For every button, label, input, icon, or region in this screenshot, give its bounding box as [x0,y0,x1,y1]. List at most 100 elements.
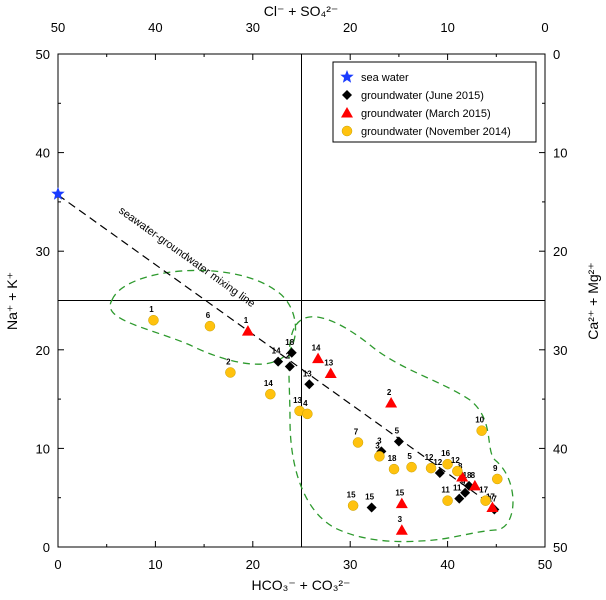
x-axis-title-bottom: HCO₃⁻ + CO₃²⁻ [252,577,351,593]
data-point-circle [225,367,236,378]
data-point-label: 9 [461,478,466,487]
data-point-label: 2 [387,388,392,397]
data-point-circle [480,495,491,506]
y-axis-title-right: Ca²⁺ + Mg²⁺ [585,262,601,339]
data-point-star [51,187,65,200]
tick-label-right: 10 [553,146,567,161]
tick-label-top: 20 [343,20,357,35]
data-point-label: 12 [451,456,460,465]
data-point-diamond [304,379,315,390]
tick-label-top: 40 [148,20,162,35]
data-point-circle [388,463,400,475]
data-point-diamond [284,361,295,372]
cluster-outline-1 [109,269,297,365]
tick-label-bottom: 30 [343,557,357,572]
data-point-circle [347,500,359,511]
data-point-triangle [385,397,398,408]
data-point-label: 12 [433,458,442,467]
tick-label-top: 30 [246,20,260,35]
tick-label-right: 40 [553,441,567,456]
data-point-diamond [286,347,297,358]
legend-entry-label: sea water [361,72,409,84]
data-point-triangle [324,367,337,378]
data-point-diamond [393,436,404,447]
tick-label-top: 10 [440,20,454,35]
data-point-triangle [486,501,499,513]
data-point-triangle [395,524,408,535]
legend-entry-label: groundwater (November 2014) [361,126,511,138]
data-point-label: 13 [293,396,302,405]
data-point-circle [148,314,159,326]
data-point-circle [406,461,417,473]
tick-label-left: 10 [36,441,50,456]
data-point-label: 14 [264,379,273,388]
data-point-label: 14 [312,344,321,353]
tick-label-left: 50 [36,47,50,62]
data-point-label: 5 [407,452,412,461]
tick-label-left: 30 [36,244,50,259]
data-point-circle [204,320,216,332]
data-point-diamond [366,502,377,513]
data-point-triangle [241,325,254,336]
tick-label-bottom: 40 [440,557,454,572]
data-point-label: 3 [377,436,382,445]
tick-label-left: 40 [36,146,50,161]
data-point-triangle [395,497,408,509]
tick-label-right: 50 [553,540,567,555]
data-point-circle [476,425,487,436]
tick-label-left: 0 [43,540,50,555]
data-point-label: 11 [453,484,462,493]
data-point-circle [442,495,453,506]
tick-label-bottom: 20 [246,557,260,572]
data-point-label: 9 [493,464,498,473]
y-axis-title-left: Na⁺ + K⁺ [4,272,20,330]
data-point-label: 15 [347,491,356,500]
data-point-label: 3 [375,441,380,450]
legend: sea water groundwater (June 2015) groundwa… [332,61,537,143]
data-point-label: 16 [441,449,450,458]
data-point-label: 15 [395,489,404,498]
data-point-label: 1 [244,316,249,325]
legend-entry-label: groundwater (June 2015) [361,90,484,102]
data-point-label: 5 [395,426,400,435]
data-point-label: 17 [488,495,497,504]
tick-label-top: 50 [51,20,65,35]
data-point-circle [425,462,437,474]
data-point-circle [302,408,313,420]
data-point-label: 14 [272,347,281,356]
data-point-circle [442,458,453,470]
data-point-triangle [468,479,481,491]
tick-label-bottom: 10 [148,557,162,572]
legend-marker-triangle [341,107,353,118]
mixing-line [57,194,497,509]
data-point-label: 18 [463,471,472,480]
data-point-label: 4 [303,399,308,408]
data-point-label: 3 [398,515,403,524]
data-point-label: 18 [285,338,294,347]
data-point-label: 13 [324,358,333,367]
legend-box [332,61,537,143]
data-point-label: 17 [486,493,495,502]
data-point-diamond [454,493,465,504]
data-point-label: 6 [206,311,211,320]
data-point-circle [492,473,503,485]
legend-marker-star [340,70,354,83]
data-point-label: 8 [471,471,476,480]
data-point-label: 2 [286,352,291,361]
axes-layer: 0500010401010203020203020303040104040500… [36,20,568,572]
data-point-diamond [460,487,471,498]
data-point-triangle [312,352,325,364]
data-point-label: 11 [441,486,450,495]
data-point-label: 18 [388,454,397,463]
data-point-label: 8 [458,462,463,471]
cluster-outline-2 [288,316,514,543]
data-point-label: 12 [425,453,434,462]
data-point-label: 15 [365,493,374,502]
data-point-label: 10 [475,416,484,425]
cluster-outlines [109,269,514,543]
legend-marker-circle [341,125,353,137]
data-point-circle [265,388,276,400]
legend-entry-label: groundwater (March 2015) [361,108,491,120]
